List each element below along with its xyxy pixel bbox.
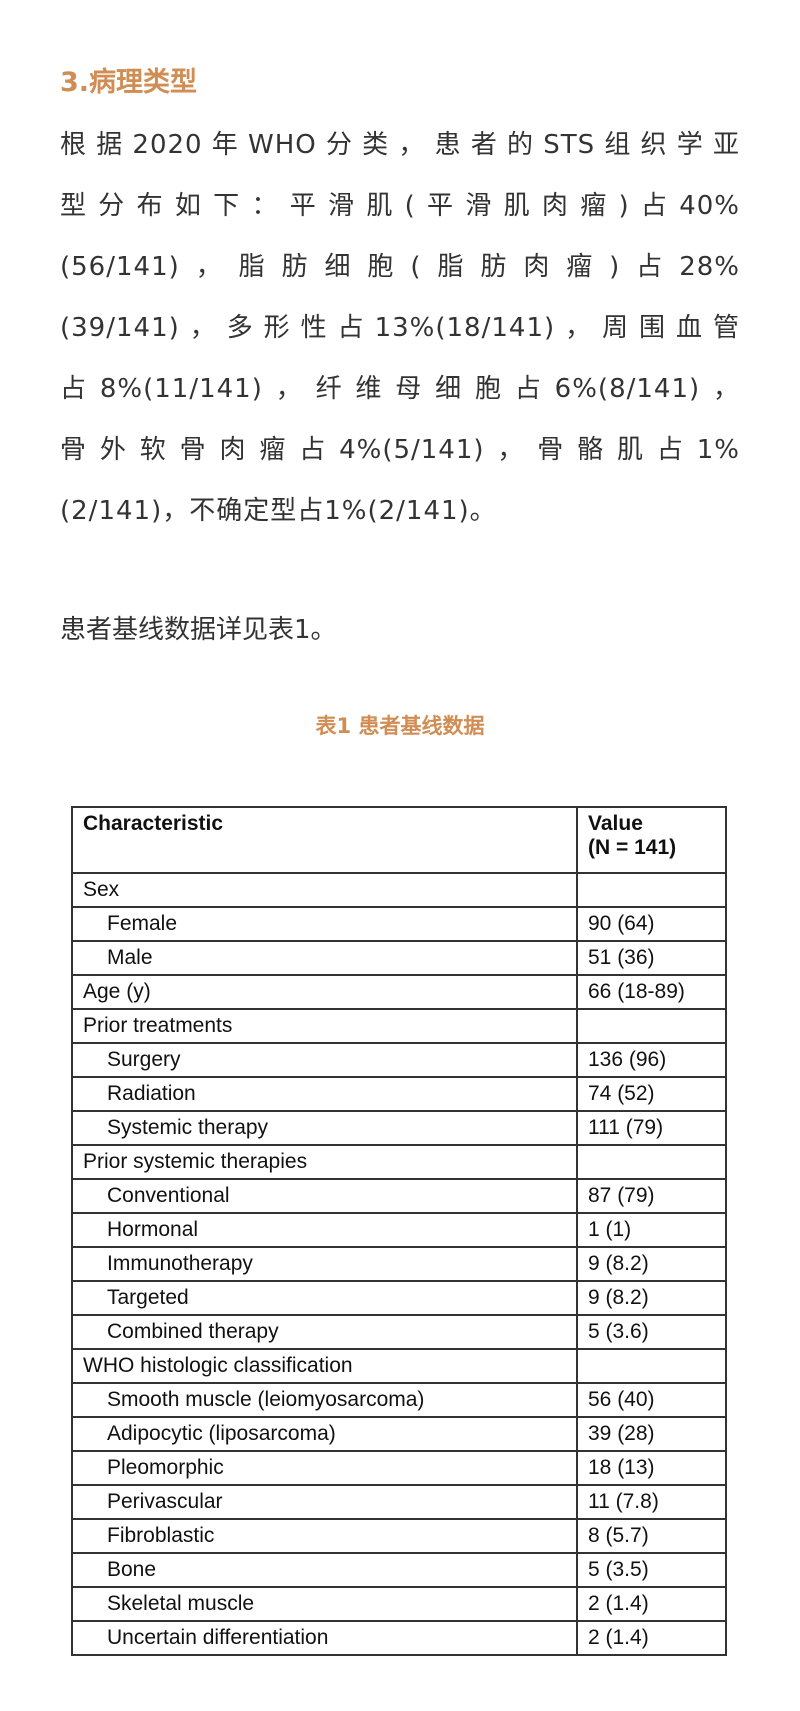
row-label: Combined therapy (71, 1314, 578, 1350)
paragraph-line: (39/141)，多形性占13%(18/141)，周围血管 (60, 313, 740, 343)
row-value: 5 (3.5) (576, 1552, 727, 1588)
table-row: Conventional 87 (79) (71, 1178, 727, 1214)
paragraph-line: 型分布如下：平滑肌(平滑肌肉瘤)占40% (60, 191, 740, 221)
row-label: Targeted (71, 1280, 578, 1316)
row-value: 87 (79) (576, 1178, 727, 1214)
section-heading: 3.病理类型 (60, 67, 198, 98)
table-row: Skeletal muscle 2 (1.4) (71, 1586, 727, 1622)
table-row: Perivascular 11 (7.8) (71, 1484, 727, 1520)
row-label: Bone (71, 1552, 578, 1588)
header-value-label: Value (588, 812, 643, 835)
row-value (576, 872, 727, 908)
table-row: Immunotherapy 9 (8.2) (71, 1246, 727, 1282)
row-label: Prior systemic therapies (71, 1144, 578, 1180)
row-label: Immunotherapy (71, 1246, 578, 1282)
row-value: 90 (64) (576, 906, 727, 942)
row-label: Fibroblastic (71, 1518, 578, 1554)
row-label: Pleomorphic (71, 1450, 578, 1486)
table-row: Age (y) 66 (18-89) (71, 974, 727, 1010)
row-value (576, 1144, 727, 1180)
paragraph: 根据2020年WHO分类，患者的STS组织学亚 型分布如下：平滑肌(平滑肌肉瘤)占… (60, 115, 740, 542)
paragraph-line: 占8%(11/141)，纤维母细胞占6%(8/141)， (60, 374, 740, 404)
table-row: Surgery 136 (96) (71, 1042, 727, 1078)
table-row: Prior treatments (71, 1008, 727, 1044)
header-value: Value (N = 141) (576, 806, 727, 874)
row-value: 18 (13) (576, 1450, 727, 1486)
paragraph-line: (56/141)，脂肪细胞(脂肪肉瘤)占28% (60, 252, 740, 282)
table-row: Prior systemic therapies (71, 1144, 727, 1180)
table-row: Hormonal 1 (1) (71, 1212, 727, 1248)
row-label: Systemic therapy (71, 1110, 578, 1146)
row-label: WHO histologic classification (71, 1348, 578, 1384)
row-value: 66 (18-89) (576, 974, 727, 1010)
paragraph-line: 骨外软骨肉瘤占4%(5/141)，骨骼肌占1% (60, 435, 740, 465)
row-label: Perivascular (71, 1484, 578, 1520)
table-caption: 表1 患者基线数据 (315, 714, 485, 738)
table-row: Female 90 (64) (71, 906, 727, 942)
row-value: 56 (40) (576, 1382, 727, 1418)
table-row: Sex (71, 872, 727, 908)
row-value: 9 (8.2) (576, 1280, 727, 1316)
row-value: 74 (52) (576, 1076, 727, 1112)
header-value-n: (N = 141) (588, 836, 677, 859)
row-label: Conventional (71, 1178, 578, 1214)
baseline-table: Characteristic Value (N = 141) Sex Female 9… (71, 806, 727, 1656)
row-value: 2 (1.4) (576, 1620, 727, 1656)
row-value: 2 (1.4) (576, 1586, 727, 1622)
row-label: Surgery (71, 1042, 578, 1078)
row-value: 8 (5.7) (576, 1518, 727, 1554)
row-value: 51 (36) (576, 940, 727, 976)
table-row: Systemic therapy 111 (79) (71, 1110, 727, 1146)
row-label: Radiation (71, 1076, 578, 1112)
row-label: Smooth muscle (leiomyosarcoma) (71, 1382, 578, 1418)
table-row: Pleomorphic 18 (13) (71, 1450, 727, 1486)
row-value (576, 1008, 727, 1044)
table-row: Adipocytic (liposarcoma) 39 (28) (71, 1416, 727, 1452)
table-row: Targeted 9 (8.2) (71, 1280, 727, 1316)
row-value: 111 (79) (576, 1110, 727, 1146)
table-row: Male 51 (36) (71, 940, 727, 976)
row-value: 39 (28) (576, 1416, 727, 1452)
row-value: 136 (96) (576, 1042, 727, 1078)
row-value: 5 (3.6) (576, 1314, 727, 1350)
paragraph-line: (2/141)，不确定型占1%(2/141)。 (60, 496, 497, 526)
row-label: Hormonal (71, 1212, 578, 1248)
paragraph-line: 根据2020年WHO分类，患者的STS组织学亚 (60, 130, 740, 160)
table-row: Smooth muscle (leiomyosarcoma) 56 (40) (71, 1382, 727, 1418)
row-label: Adipocytic (liposarcoma) (71, 1416, 578, 1452)
row-label: Male (71, 940, 578, 976)
row-value: 11 (7.8) (576, 1484, 727, 1520)
row-label: Skeletal muscle (71, 1586, 578, 1622)
table-row: Combined therapy 5 (3.6) (71, 1314, 727, 1350)
row-label: Age (y) (71, 974, 578, 1010)
table-header-row: Characteristic Value (N = 141) (71, 806, 727, 874)
table-row: WHO histologic classification (71, 1348, 727, 1384)
header-characteristic: Characteristic (71, 806, 578, 874)
row-label: Sex (71, 872, 578, 908)
table-row: Bone 5 (3.5) (71, 1552, 727, 1588)
row-value: 1 (1) (576, 1212, 727, 1248)
row-label: Prior treatments (71, 1008, 578, 1044)
table-reference-text: 患者基线数据详见表1。 (60, 615, 337, 645)
row-value: 9 (8.2) (576, 1246, 727, 1282)
table-row: Uncertain differentiation 2 (1.4) (71, 1620, 727, 1656)
row-value (576, 1348, 727, 1384)
row-label: Female (71, 906, 578, 942)
table-row: Radiation 74 (52) (71, 1076, 727, 1112)
table-row: Fibroblastic 8 (5.7) (71, 1518, 727, 1554)
row-label: Uncertain differentiation (71, 1620, 578, 1656)
